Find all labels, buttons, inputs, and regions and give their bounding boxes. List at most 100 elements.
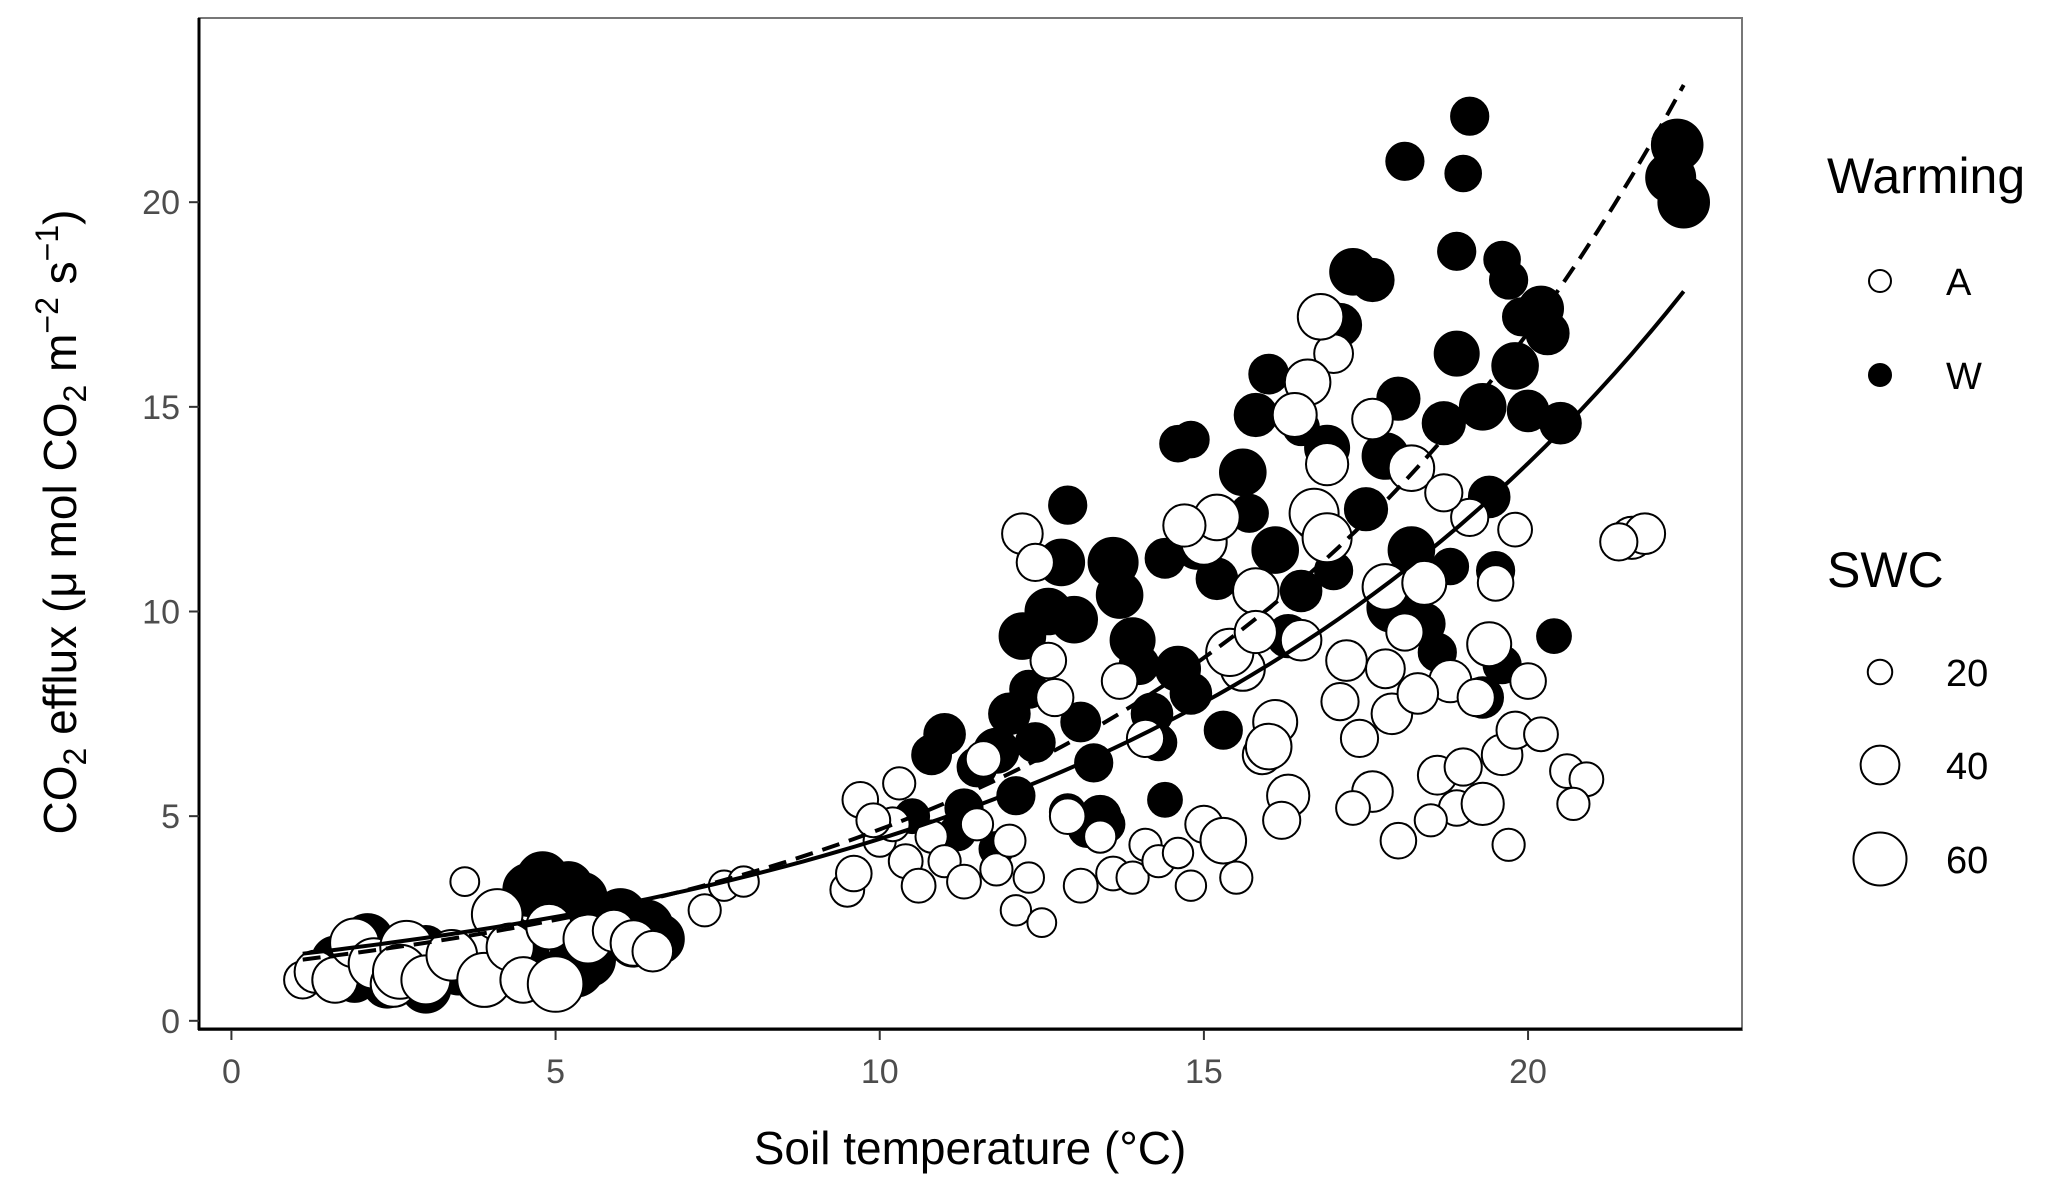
legend-swc-title: SWC <box>1827 542 1944 598</box>
point-A-81 <box>1456 677 1496 718</box>
point-A-112 <box>1443 747 1483 787</box>
point-A-67 <box>1325 639 1368 682</box>
point-A-84 <box>1476 564 1515 602</box>
y-tick-label: 5 <box>161 798 180 836</box>
point-W-73 <box>1385 141 1425 181</box>
point-W-86 <box>1489 260 1529 300</box>
point-A-88 <box>1523 716 1559 753</box>
legend-warming: Warming A W <box>1827 148 2025 398</box>
point-W-88 <box>1491 342 1539 390</box>
y-ticks: 0 5 10 15 20 <box>142 184 199 1041</box>
point-A-45 <box>1083 819 1118 854</box>
y-title-part: 2 <box>57 385 93 403</box>
point-W-60 <box>1219 448 1267 497</box>
point-A-103 <box>1244 722 1293 771</box>
x-tick-label: 15 <box>1185 1053 1223 1091</box>
legend-swc-key-20 <box>1866 658 1894 686</box>
point-W-78 <box>1433 330 1480 377</box>
point-A-44 <box>1062 867 1099 904</box>
point-A-89 <box>1296 293 1345 341</box>
fit-line-W <box>302 84 1686 962</box>
y-title-part: efflux ( <box>34 597 86 748</box>
point-A-25 <box>835 854 873 893</box>
point-A-117 <box>1233 609 1278 655</box>
y-title-part: m <box>34 334 86 385</box>
point-W-79 <box>1437 231 1477 271</box>
point-A-42 <box>1029 641 1068 680</box>
point-A-52 <box>1174 869 1208 902</box>
point-A-94 <box>1413 803 1448 838</box>
point-A-34 <box>959 807 995 842</box>
y-title-part: 2 <box>57 748 93 766</box>
legend-swc: SWC 20 40 60 <box>1827 542 1988 887</box>
point-A-93 <box>1335 790 1371 826</box>
point-A-21 <box>687 893 722 928</box>
y-title-part: mol CO <box>34 402 86 571</box>
point-W-37 <box>1014 722 1056 763</box>
point-W-81 <box>1450 96 1490 136</box>
y-tick-label: 15 <box>142 389 180 427</box>
point-A-43 <box>1048 797 1087 836</box>
y-title-part: s <box>34 261 86 297</box>
point-W-52 <box>1147 781 1183 818</box>
point-A-110 <box>1396 672 1440 715</box>
point-A-91 <box>1271 392 1318 438</box>
y-title-part: CO <box>34 765 86 834</box>
x-axis-title: Soil temperature (°C) <box>754 1122 1187 1174</box>
point-A-98 <box>1556 786 1591 822</box>
point-A-105 <box>1100 662 1139 700</box>
point-W-92 <box>1539 401 1582 445</box>
point-A-38 <box>1012 861 1046 894</box>
point-A-56 <box>1199 816 1248 865</box>
point-W-63 <box>1251 526 1299 574</box>
point-A-10 <box>449 866 481 897</box>
point-A-37 <box>999 894 1033 927</box>
legend-warming-key-A <box>1868 269 1892 293</box>
point-A-47 <box>1115 860 1150 895</box>
point-W-56 <box>1172 420 1210 459</box>
y-tick-label: 0 <box>161 1003 180 1041</box>
point-A-41 <box>1015 542 1055 583</box>
point-W-82 <box>1458 383 1507 431</box>
point-A-39 <box>1026 907 1058 938</box>
point-W-102 <box>1144 537 1186 579</box>
point-A-87 <box>1509 662 1547 700</box>
y-title-part: −1 <box>29 225 65 261</box>
point-A-16 <box>526 955 585 1013</box>
point-W-70 <box>1350 257 1395 303</box>
point-A-116 <box>1497 511 1533 548</box>
y-title-part: −2 <box>29 297 65 333</box>
point-A-75 <box>1387 444 1436 493</box>
point-A-113 <box>1262 800 1302 840</box>
legend-warming-label-W: W <box>1946 356 1982 398</box>
legend-swc-key-40 <box>1859 744 1901 786</box>
point-W-98 <box>1343 487 1389 532</box>
point-W-65 <box>1279 569 1323 613</box>
point-A-74 <box>1385 612 1425 652</box>
point-A-33 <box>946 863 982 900</box>
fit-lines <box>302 84 1686 962</box>
point-W-61 <box>1233 392 1278 438</box>
point-W-109 <box>1657 175 1710 229</box>
point-W-59 <box>1203 710 1243 750</box>
legend-warming-title: Warming <box>1827 148 2025 204</box>
y-title-part: μ <box>34 571 86 598</box>
x-tick-label: 20 <box>1509 1053 1547 1091</box>
x-tick-label: 0 <box>222 1053 241 1091</box>
point-A-70 <box>1351 397 1394 441</box>
point-A-95 <box>1491 827 1526 862</box>
x-ticks: 0 5 10 15 20 <box>222 1030 1547 1091</box>
point-A-30 <box>900 867 937 904</box>
point-W-91 <box>1525 311 1570 356</box>
point-A-106 <box>1035 677 1075 718</box>
y-axis-title: CO2 efflux (μ mol CO2 m−2 s−1) <box>29 210 93 835</box>
point-A-35 <box>979 852 1014 887</box>
x-tick-label: 5 <box>546 1053 565 1091</box>
point-A-83 <box>1466 621 1513 668</box>
point-A-68 <box>1339 718 1380 759</box>
point-A-107 <box>964 740 1003 778</box>
point-A-82 <box>1460 781 1505 827</box>
legend-swc-label-20: 20 <box>1946 653 1988 695</box>
point-A-109 <box>855 802 892 839</box>
